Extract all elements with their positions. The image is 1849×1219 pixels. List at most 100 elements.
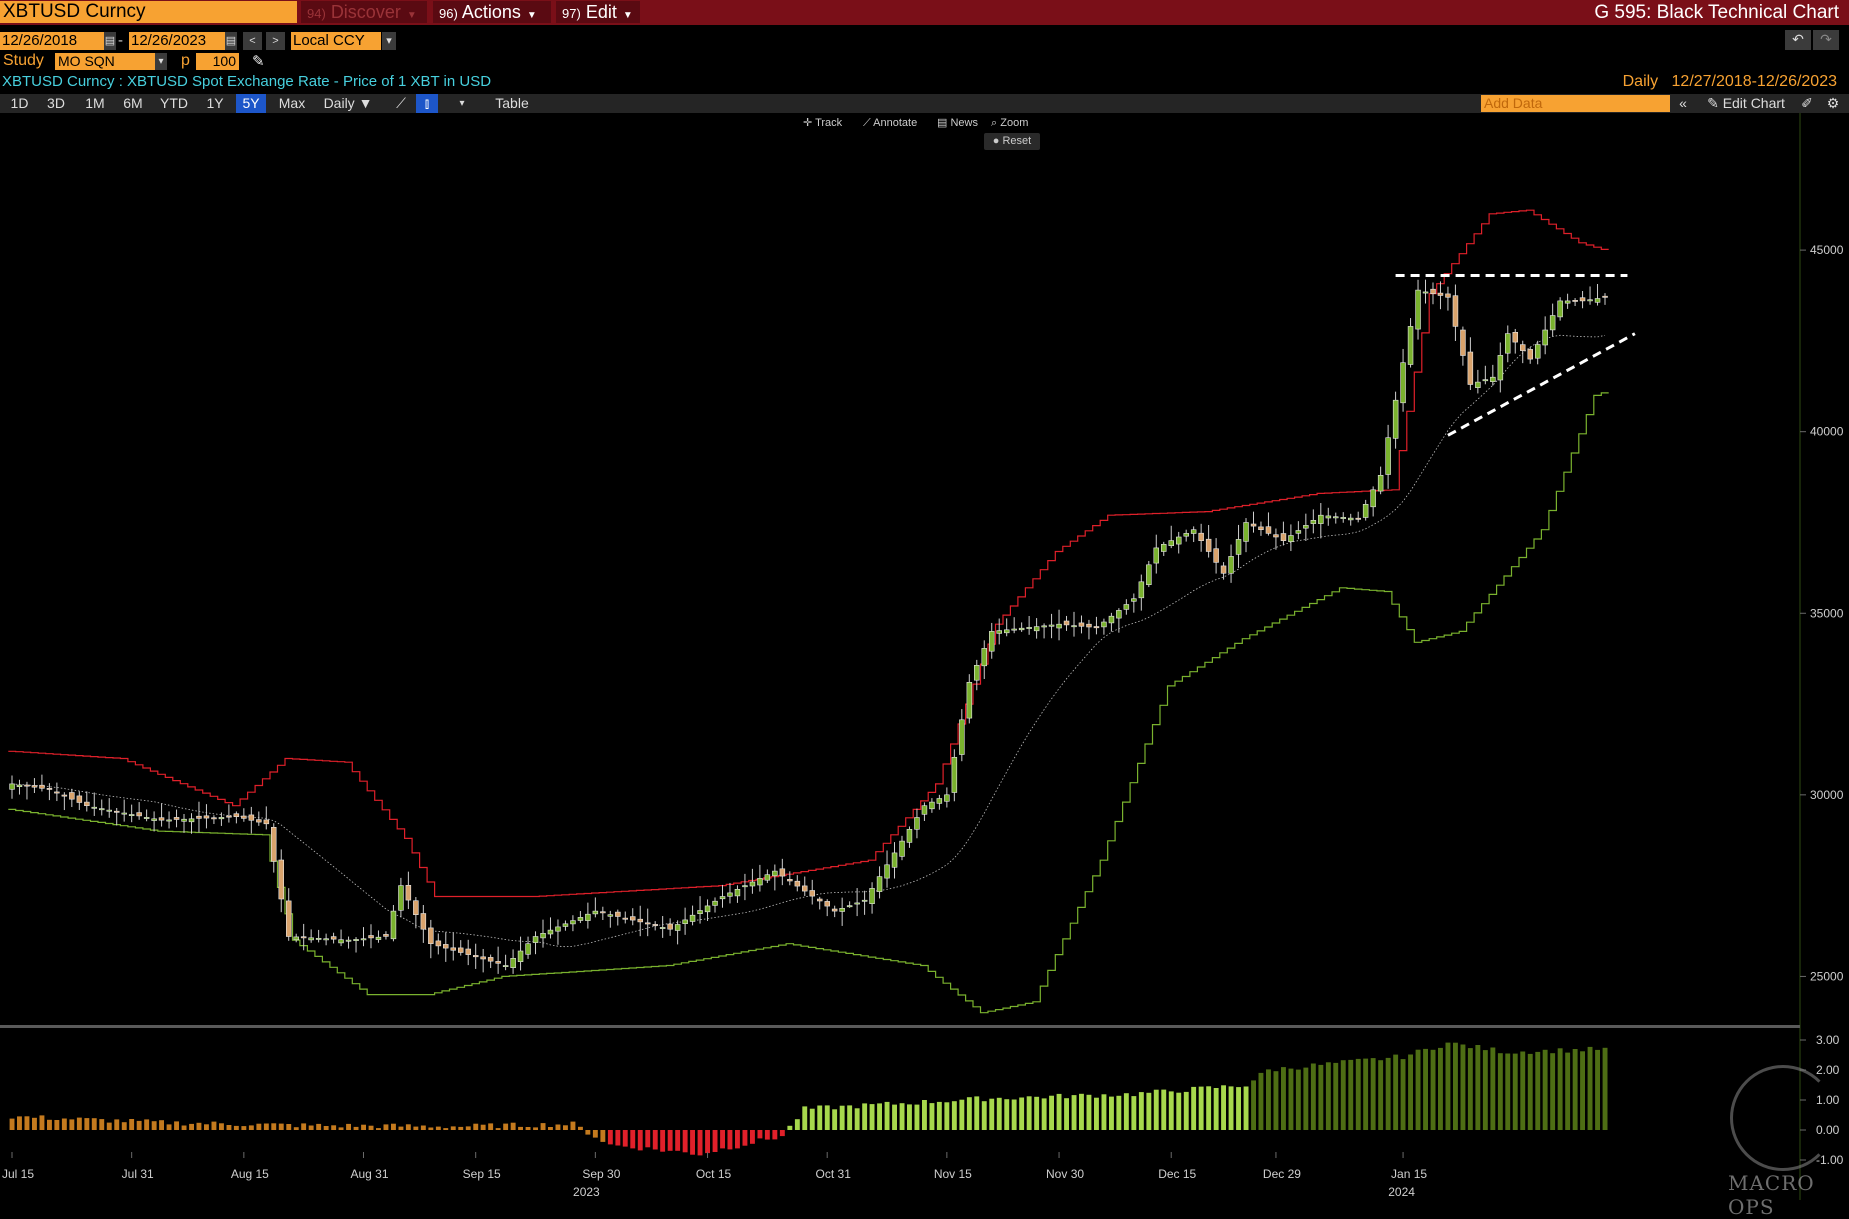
indicator-bar [1131,1096,1137,1130]
line-chart-icon[interactable]: ⟋ [396,95,406,111]
period-select[interactable]: Daily ▼ [323,95,373,111]
indicator-bar [847,1105,853,1130]
collapse-icon[interactable]: « [1679,95,1687,111]
redo-icon[interactable]: ↷ [1813,30,1839,50]
indicator-bar [1071,1095,1077,1130]
indicator-bar [1542,1049,1548,1130]
candle [158,817,165,821]
candle [532,936,539,943]
news-tool[interactable]: ▤ News [937,116,978,131]
track-tool[interactable]: ✛ Track [803,116,842,131]
indicator-y-tick-label: -1.00 [1816,1153,1844,1167]
edit-chart-button[interactable]: ✎ Edit Chart [1700,94,1792,113]
range-max[interactable]: Max [278,95,306,111]
candle [91,806,98,809]
indicator-bar [1228,1086,1234,1130]
range-5y[interactable]: 5Y [236,94,266,113]
annotate-tool[interactable]: ⟋ Annotate [863,116,917,131]
candle [360,938,367,941]
dropdown-arrow-icon[interactable]: ▾ [382,32,396,50]
p-input[interactable]: 100 [196,53,239,70]
range-1y[interactable]: 1Y [206,95,224,111]
indicator-bar [637,1130,643,1151]
start-date-field[interactable]: 12/26/2018 [0,32,104,50]
indicator-bar [1243,1086,1249,1130]
chart-type-dropdown-icon[interactable]: ▾ [459,98,465,109]
study-select[interactable]: MO SQN [55,53,155,70]
range-3d[interactable]: 3D [47,95,65,111]
candle [1587,299,1593,302]
date-range-label: 12/27/2018-12/26/2023 [1671,73,1837,90]
range-1m[interactable]: 1M [85,95,105,111]
candle [547,929,554,935]
actions-menu[interactable]: 96) Actions ▼ [433,1,551,23]
prev-period-icon[interactable]: < [243,32,262,50]
indicator-bar [1400,1059,1406,1130]
indicator-bar [1281,1067,1286,1130]
pencil-icon[interactable]: ✎ [252,53,265,70]
indicator-bar [458,1126,464,1130]
calendar-icon[interactable]: ▤ [225,32,237,50]
indicator-bar [1467,1048,1473,1130]
candle [1235,539,1242,555]
candle [764,874,771,881]
table-button[interactable]: Table [495,95,529,111]
indicator-bar [1109,1096,1114,1130]
logo-icon [1730,1065,1836,1171]
panel-divider[interactable] [0,1025,1800,1028]
candle [824,901,830,907]
price-chart[interactable]: 25000 30000 35000 40000 45000 [0,113,1849,1030]
indicator-bar [1602,1047,1608,1130]
undo-icon[interactable]: ↶ [1785,30,1811,50]
candle [428,927,434,945]
candle [54,791,60,794]
candle [308,937,314,941]
add-data-field[interactable]: Add Data [1481,95,1670,112]
edit-chart-label: Edit Chart [1722,95,1785,111]
discover-num: 94) [307,6,326,21]
indicator-bar [233,1125,239,1130]
candle [1048,624,1055,627]
reset-button[interactable]: ● Reset [984,133,1040,150]
gear-icon[interactable]: ⚙ [1826,95,1840,111]
range-ytd[interactable]: YTD [160,95,188,111]
discover-menu[interactable]: 94) Discover ▼ [301,1,427,23]
candlestick-icon[interactable]: ⫾ [416,94,438,113]
candle [1205,538,1212,552]
dropdown-arrow-icon[interactable]: ▾ [155,53,167,70]
candle [510,957,516,968]
candle [1303,525,1309,529]
candle [562,923,569,927]
zoom-tool[interactable]: ⌕ Zoom [991,116,1028,131]
candle [988,631,995,652]
candle [629,916,636,921]
indicator-bar [84,1118,90,1130]
indicator-bar [548,1127,553,1130]
indicator-bar [159,1120,164,1130]
date-separator: - [118,32,123,49]
currency-select[interactable]: Local CCY [291,32,381,50]
indicator-bar [1153,1089,1159,1130]
edit-menu[interactable]: 97) Edit ▼ [556,1,640,23]
candle [1265,526,1272,534]
candle [300,936,307,939]
annotate-edit-icon[interactable]: ✐ [1801,95,1813,111]
indicator-bar [1475,1045,1481,1130]
pencil-icon: ✎ [1707,95,1719,111]
end-date-field[interactable]: 12/26/2023 [129,32,225,50]
next-period-icon[interactable]: > [266,32,285,50]
candle [1564,300,1571,304]
candle [1011,628,1017,631]
indicator-bar [450,1126,456,1130]
indicator-bar [1019,1097,1025,1130]
candle [46,787,53,790]
security-field[interactable]: XBTUSD Curncy [0,1,297,23]
candle [757,878,763,886]
indicator-bar [263,1123,269,1130]
calendar-icon[interactable]: ▤ [104,32,116,50]
range-1d[interactable]: 1D [10,95,29,111]
x-tick-label: Aug 15 [231,1167,269,1181]
range-6m[interactable]: 6M [123,95,143,111]
candle [1258,526,1264,530]
